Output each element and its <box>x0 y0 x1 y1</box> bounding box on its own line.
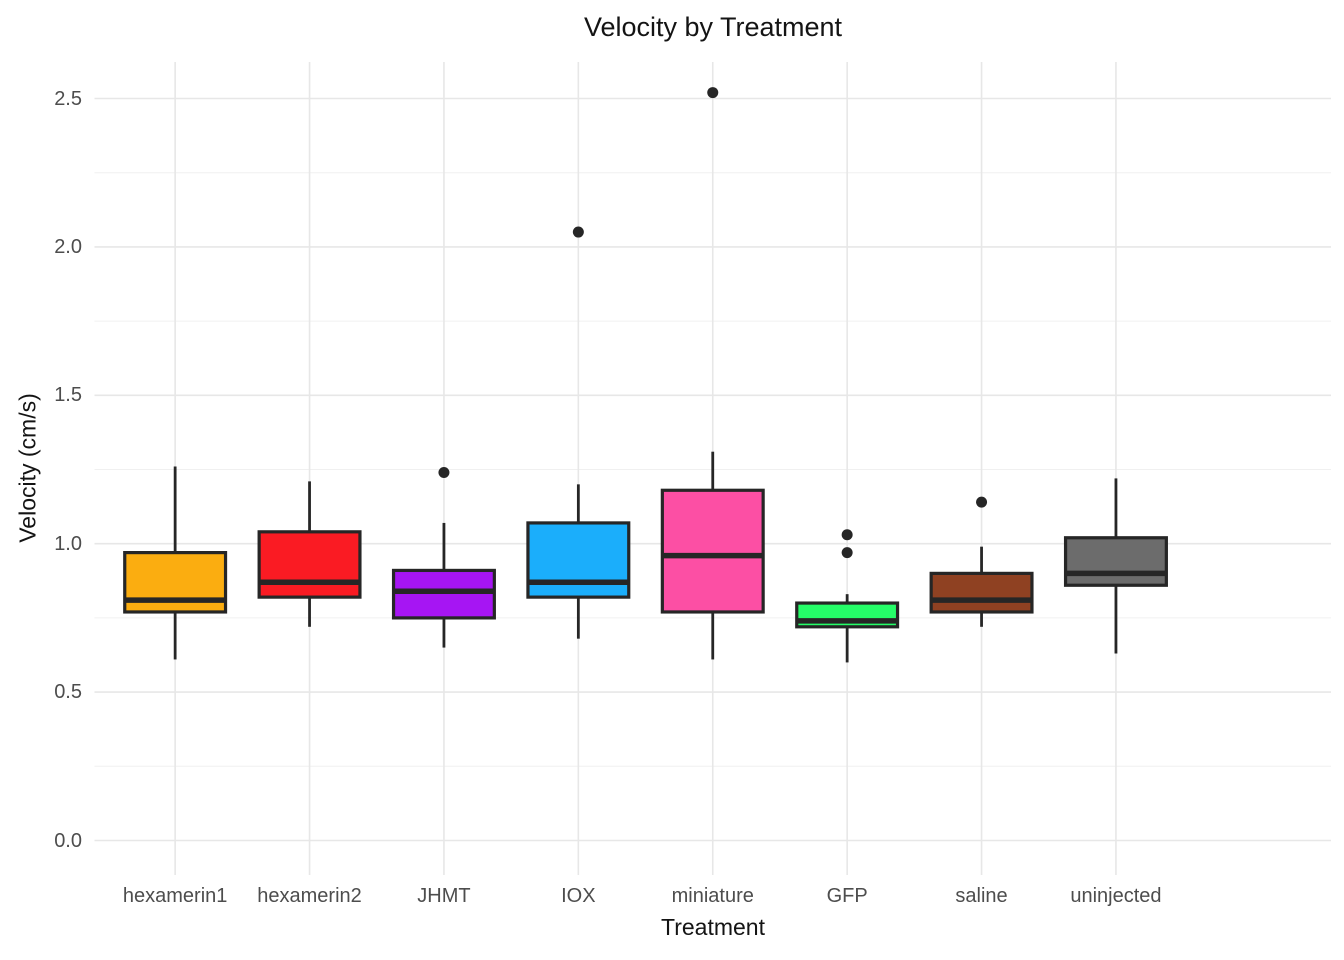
outlier-point-IOX <box>572 226 584 238</box>
x-tick-label: IOX <box>561 885 596 907</box>
y-tick-label: 2.0 <box>54 235 82 258</box>
x-tick-label: JHMT <box>417 885 471 907</box>
box-saline <box>929 571 1034 614</box>
outlier-point-JHMT <box>438 466 450 478</box>
x-axis-title: Treatment <box>661 914 765 940</box>
box-IOX <box>526 521 631 599</box>
outlier-point-miniature <box>707 87 719 99</box>
outlier-point-GFP <box>841 547 853 559</box>
x-tick-label: hexamerin2 <box>257 885 362 907</box>
box-hexamerin2 <box>257 530 362 599</box>
x-tick-label: uninjected <box>1070 885 1162 907</box>
x-tick-label: miniature <box>671 885 754 907</box>
y-tick-label: 1.5 <box>54 384 82 407</box>
chart-title: Velocity by Treatment <box>583 12 843 42</box>
box-uninjected <box>1063 536 1168 587</box>
box-JHMT <box>391 568 496 620</box>
x-tick-label: hexamerin1 <box>122 885 228 907</box>
x-tick-label: saline <box>955 885 1008 907</box>
y-tick-label: 0.5 <box>54 681 82 704</box>
y-axis-title: Velocity (cm/s) <box>14 393 41 543</box>
box-miniature <box>660 488 765 614</box>
y-tick-label: 1.0 <box>54 532 82 555</box>
y-tick-label: 2.5 <box>54 87 82 110</box>
y-tick-label: 0.0 <box>54 829 82 852</box>
outlier-point-GFP <box>841 529 853 541</box>
x-tick-label: GFP <box>826 885 868 907</box>
box-hexamerin1 <box>123 551 228 614</box>
outlier-point-saline <box>976 496 988 508</box>
